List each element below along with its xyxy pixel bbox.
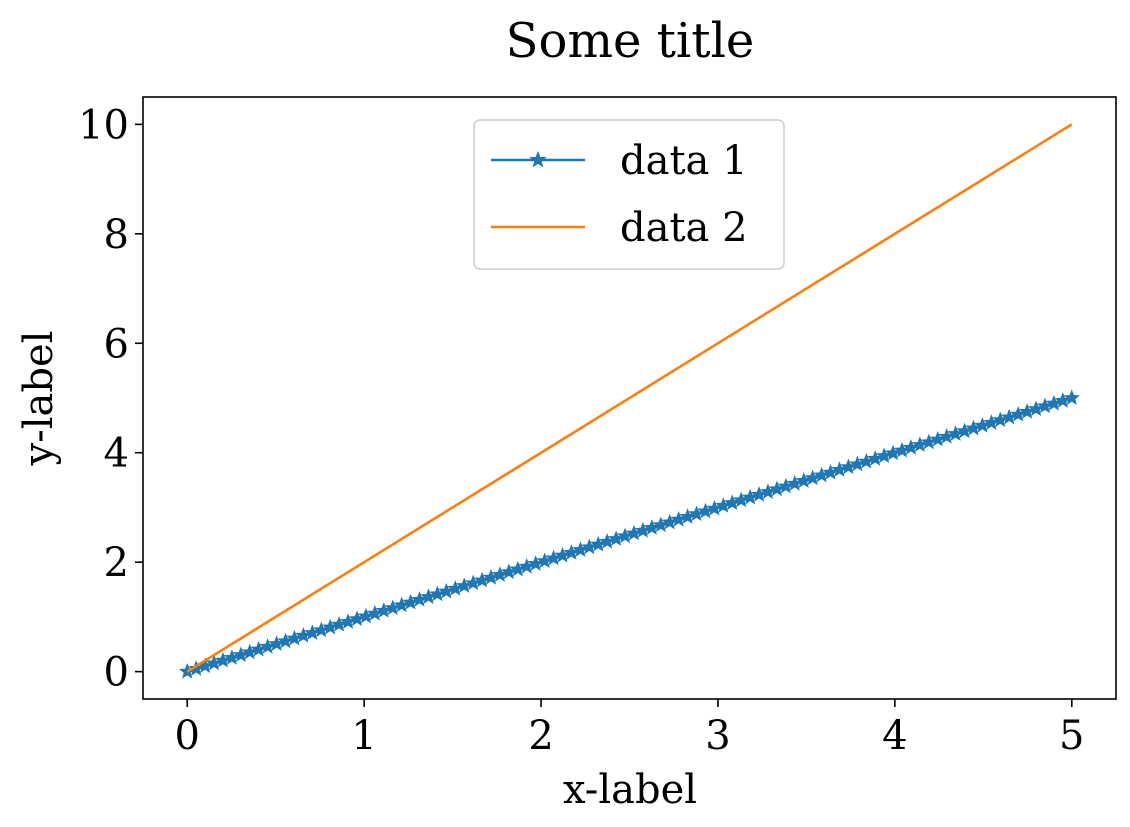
series-layer [179,123,1080,679]
legend-items: data 1 data 2 [491,138,748,251]
x-axis: 0 1 2 3 4 5 [175,699,1084,759]
x-tick-label: 4 [882,713,907,759]
x-tick-label: 3 [705,713,730,759]
legend-label-2: data 2 [620,205,748,251]
y-tick-label: 0 [104,650,129,696]
y-tick-label: 6 [104,321,129,367]
legend-marker-1 [529,150,547,168]
legend-box [473,119,785,270]
x-tick-label: 2 [528,713,553,759]
x-tick-label: 0 [175,713,200,759]
x-tick-label: 5 [1059,713,1084,759]
plot-frame [142,96,1117,700]
x-tick-label: 1 [351,713,376,759]
data-point [1063,389,1080,405]
y-tick-label: 2 [104,540,129,586]
chart-title: Some title [506,13,755,69]
y-tick-label: 4 [104,431,129,477]
y-axis: 0 2 4 6 8 10 [78,102,143,696]
y-axis-label: y-label [16,331,62,467]
x-axis-label: x-label [563,767,697,813]
series-line-2 [186,123,1073,673]
legend: data 1 data 2 [473,119,785,270]
y-tick-label: 10 [78,102,129,148]
y-tick-label: 8 [104,212,129,258]
legend-label-1: data 1 [620,138,748,184]
